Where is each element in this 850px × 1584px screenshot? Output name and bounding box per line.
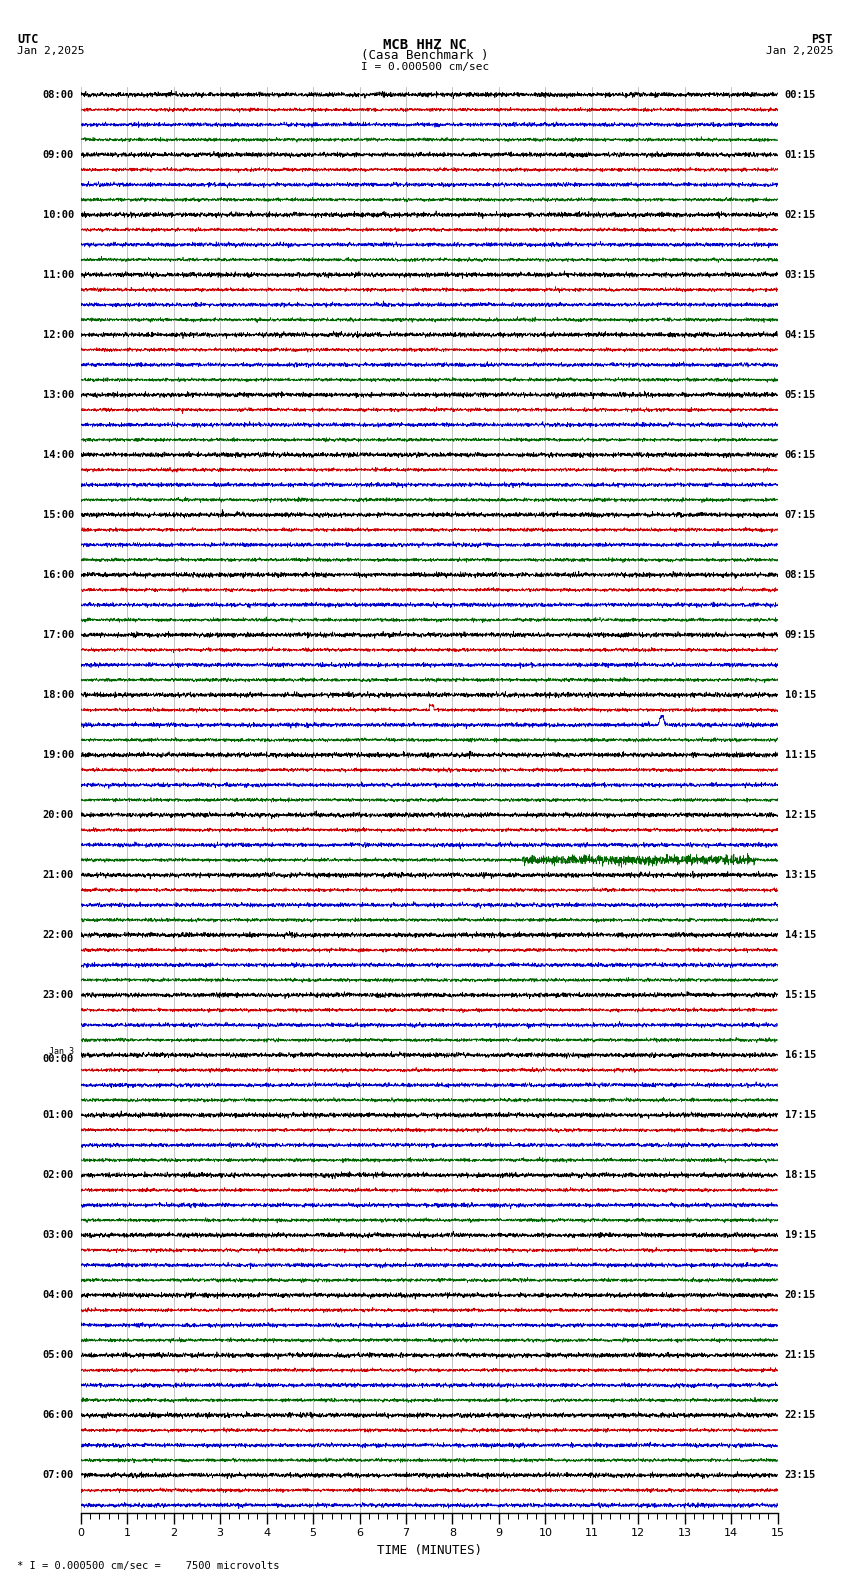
Text: (Casa Benchmark ): (Casa Benchmark ) xyxy=(361,49,489,62)
Text: 14:15: 14:15 xyxy=(785,930,816,939)
Text: 07:00: 07:00 xyxy=(42,1470,74,1479)
Text: 05:15: 05:15 xyxy=(785,390,816,399)
Text: Jan 2,2025: Jan 2,2025 xyxy=(17,46,84,55)
Text: 03:00: 03:00 xyxy=(42,1231,74,1240)
Text: 18:00: 18:00 xyxy=(42,691,74,700)
Text: 05:00: 05:00 xyxy=(42,1350,74,1361)
Text: 16:15: 16:15 xyxy=(785,1050,816,1060)
Text: Jan 2,2025: Jan 2,2025 xyxy=(766,46,833,55)
Text: 08:15: 08:15 xyxy=(785,570,816,580)
Text: UTC: UTC xyxy=(17,33,38,46)
Text: I = 0.000500 cm/sec: I = 0.000500 cm/sec xyxy=(361,62,489,71)
Text: PST: PST xyxy=(812,33,833,46)
Text: 10:00: 10:00 xyxy=(42,209,74,220)
Text: 10:15: 10:15 xyxy=(785,691,816,700)
Text: 15:00: 15:00 xyxy=(42,510,74,520)
Text: 01:15: 01:15 xyxy=(785,149,816,160)
Text: 17:15: 17:15 xyxy=(785,1110,816,1120)
X-axis label: TIME (MINUTES): TIME (MINUTES) xyxy=(377,1543,482,1557)
Text: 04:15: 04:15 xyxy=(785,329,816,339)
Text: 19:00: 19:00 xyxy=(42,749,74,760)
Text: 18:15: 18:15 xyxy=(785,1171,816,1180)
Text: 11:00: 11:00 xyxy=(42,269,74,280)
Text: 14:00: 14:00 xyxy=(42,450,74,459)
Text: 03:15: 03:15 xyxy=(785,269,816,280)
Text: 08:00: 08:00 xyxy=(42,90,74,100)
Text: 06:00: 06:00 xyxy=(42,1410,74,1421)
Text: 02:00: 02:00 xyxy=(42,1171,74,1180)
Text: 23:15: 23:15 xyxy=(785,1470,816,1479)
Text: 17:00: 17:00 xyxy=(42,630,74,640)
Text: 01:00: 01:00 xyxy=(42,1110,74,1120)
Text: 21:00: 21:00 xyxy=(42,870,74,881)
Text: 15:15: 15:15 xyxy=(785,990,816,1000)
Text: 20:00: 20:00 xyxy=(42,809,74,821)
Text: 12:00: 12:00 xyxy=(42,329,74,339)
Text: * I = 0.000500 cm/sec =    7500 microvolts: * I = 0.000500 cm/sec = 7500 microvolts xyxy=(17,1562,280,1571)
Text: 00:15: 00:15 xyxy=(785,90,816,100)
Text: 00:00: 00:00 xyxy=(42,1053,74,1064)
Text: Jan 3: Jan 3 xyxy=(48,1047,74,1057)
Text: 07:15: 07:15 xyxy=(785,510,816,520)
Text: 09:00: 09:00 xyxy=(42,149,74,160)
Text: 11:15: 11:15 xyxy=(785,749,816,760)
Text: 16:00: 16:00 xyxy=(42,570,74,580)
Text: 02:15: 02:15 xyxy=(785,209,816,220)
Text: 22:00: 22:00 xyxy=(42,930,74,939)
Text: 06:15: 06:15 xyxy=(785,450,816,459)
Text: 04:00: 04:00 xyxy=(42,1289,74,1300)
Text: 20:15: 20:15 xyxy=(785,1289,816,1300)
Text: MCB HHZ NC: MCB HHZ NC xyxy=(383,38,467,52)
Text: 21:15: 21:15 xyxy=(785,1350,816,1361)
Text: 19:15: 19:15 xyxy=(785,1231,816,1240)
Text: 12:15: 12:15 xyxy=(785,809,816,821)
Text: 13:00: 13:00 xyxy=(42,390,74,399)
Text: 13:15: 13:15 xyxy=(785,870,816,881)
Text: 22:15: 22:15 xyxy=(785,1410,816,1421)
Text: 09:15: 09:15 xyxy=(785,630,816,640)
Text: 23:00: 23:00 xyxy=(42,990,74,1000)
